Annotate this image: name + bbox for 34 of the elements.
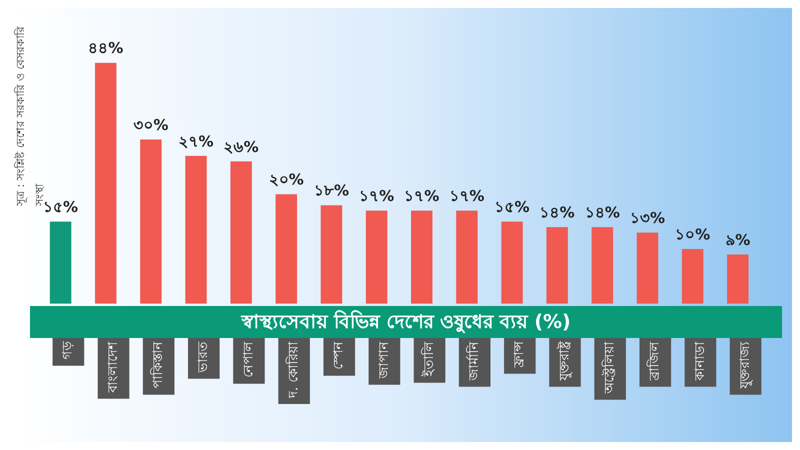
data-label: ১৮%: [314, 182, 349, 200]
data-label: ৪৪%: [88, 39, 124, 58]
x-tick-label: স্পেন: [332, 342, 347, 370]
x-tick-label: গড়: [60, 340, 76, 360]
x-tick-label: বাংলাদেশ: [106, 342, 121, 394]
data-label: ১৪%: [584, 203, 620, 222]
x-tick-label: ব্রাজিল: [646, 342, 663, 382]
data-label: ১৭%: [404, 187, 440, 206]
data-label: ১০%: [675, 225, 710, 244]
data-label: ১৫%: [43, 198, 78, 216]
data-label: ৯%: [725, 230, 750, 249]
data-label: ১৭%: [449, 187, 484, 206]
data-label: ১৫%: [494, 198, 530, 216]
x-tick-label: ফ্রান্স: [512, 340, 528, 369]
x-tick-label: পাকিস্তান: [150, 342, 166, 389]
data-label: ১৩%: [630, 208, 665, 227]
data-label: ৩০%: [133, 116, 168, 134]
data-label: ২৬%: [224, 138, 259, 156]
x-tick-label: কানাডা: [692, 342, 708, 382]
data-label: ১৭%: [359, 187, 394, 206]
x-tick-label: যুক্তরাষ্ট্র: [556, 340, 572, 382]
x-tick-label: ইতালি: [420, 342, 437, 378]
text: স্বাস্থ্যসেবায় বিভিন্ন দেশের ওষুধের ব্যয় (%): [30, 306, 782, 338]
x-tick-label: ভারত: [196, 342, 212, 374]
data-label: ২৭%: [178, 132, 214, 150]
data-label: ২০%: [268, 170, 304, 189]
annotation: সূত্র : সংশ্লিষ্ট দেশের সরকারি ও বেসরকারি সংস্থা: [13, 25, 46, 206]
x-tick-label: যুক্তরাজ্য: [738, 342, 753, 390]
x-tick-label: জাপান: [376, 342, 392, 380]
data-label: ১৪%: [540, 203, 575, 222]
x-tick-label: নেপাল: [241, 342, 256, 378]
x-tick-label: জার্মানি: [466, 342, 482, 382]
x-tick-label: দ. কোরিয়া: [285, 342, 302, 399]
x-tick-label: অস্ট্রেলিয়া: [602, 342, 618, 395]
